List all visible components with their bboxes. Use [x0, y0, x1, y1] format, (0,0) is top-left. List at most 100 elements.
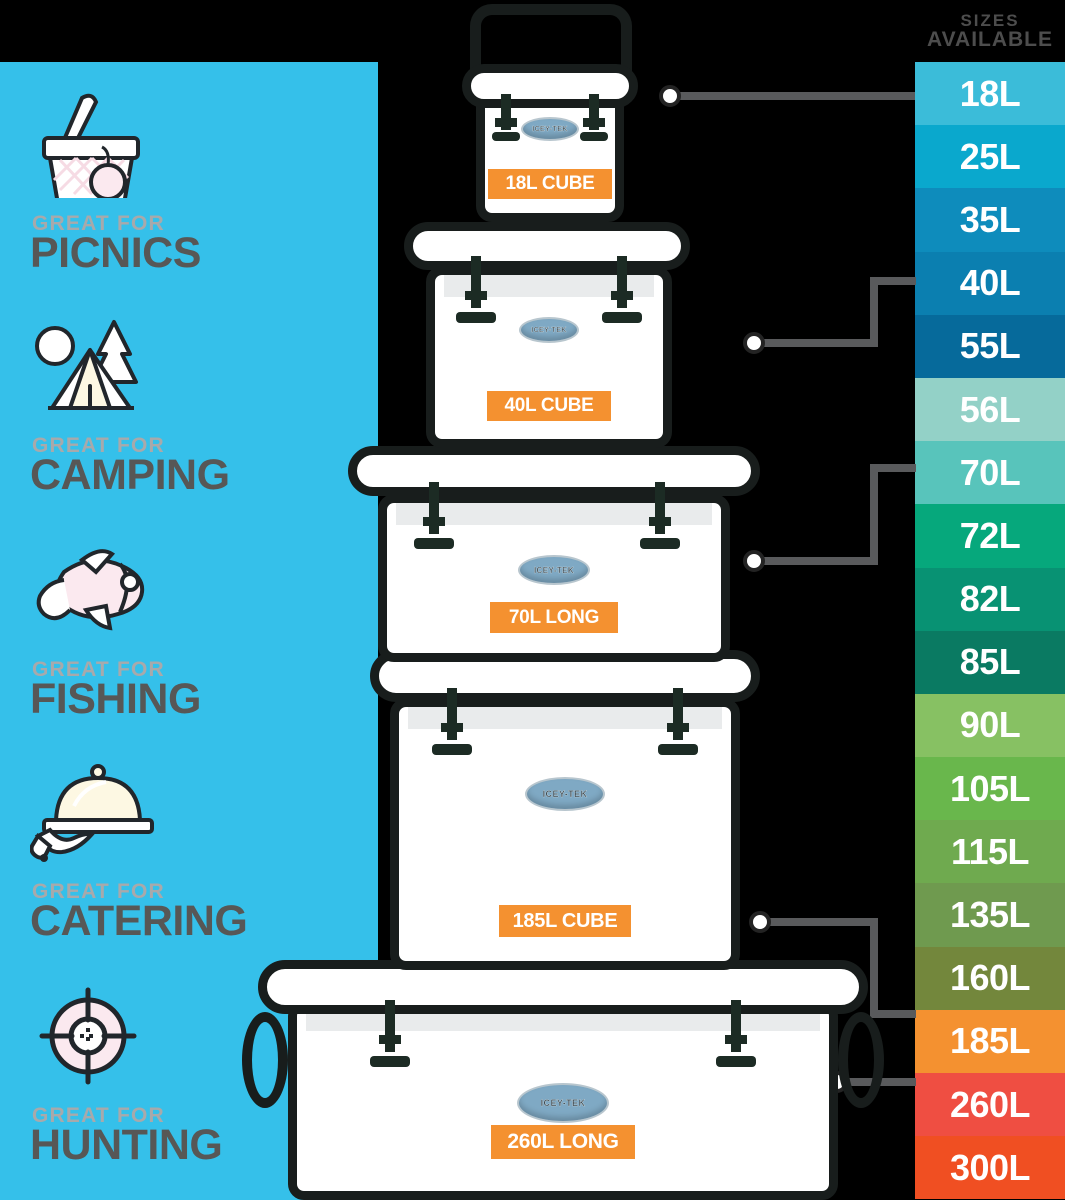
size-band[interactable]: 300L — [915, 1136, 1065, 1200]
cloche-hand-icon — [30, 758, 378, 866]
connector-line — [870, 464, 878, 565]
capacity-tag: 185L CUBE — [499, 905, 631, 937]
use-case-subtitle: GREAT FOR — [32, 1104, 165, 1127]
use-case-camping: GREAT FOR CAMPING — [0, 312, 378, 498]
connector-line — [870, 918, 878, 1018]
size-band[interactable]: 55L — [915, 314, 1065, 378]
size-band-label: 85L — [959, 641, 1021, 683]
size-band[interactable]: 135L — [915, 883, 1065, 947]
use-case-title: PICNICS — [30, 229, 201, 277]
connector-line — [870, 464, 916, 472]
size-band[interactable]: 260L — [915, 1073, 1065, 1137]
brand-logo-text: ICEY-TEK — [542, 789, 588, 799]
connector-line — [870, 277, 878, 347]
size-band[interactable]: 90L — [915, 693, 1065, 758]
cooler-shadow-band — [306, 1009, 820, 1031]
size-band-label: 55L — [959, 325, 1021, 367]
size-band[interactable]: 72L — [915, 504, 1065, 568]
brand-logo: ICEY-TEK — [525, 777, 605, 811]
connector-dot — [743, 332, 765, 354]
connector-dot — [659, 85, 681, 107]
brand-logo-text: ICEY-TEK — [531, 326, 567, 334]
size-band[interactable]: 35L — [915, 188, 1065, 252]
brand-logo: ICEY-TEK — [519, 317, 579, 343]
connector-line — [766, 918, 878, 926]
size-band[interactable]: 70L — [915, 441, 1065, 505]
cooler-260l-long[interactable]: ICEY-TEK 260L LONG — [242, 960, 884, 1200]
capacity-tag: 40L CUBE — [487, 391, 611, 421]
cooler-body: ICEY-TEK 260L LONG — [288, 1000, 838, 1200]
fish-icon — [30, 536, 378, 644]
capacity-tag: 260L LONG — [491, 1125, 635, 1159]
use-case-picnics: GREAT FOR PICNICS — [0, 90, 378, 276]
capacity-tag: 70L LONG — [490, 602, 618, 633]
size-band[interactable]: 105L — [915, 757, 1065, 821]
size-band[interactable]: 40L — [915, 251, 1065, 315]
cooler-lid — [404, 222, 690, 270]
brand-logo-text: ICEY-TEK — [533, 565, 575, 575]
use-case-title: FISHING — [30, 675, 201, 723]
cooler-shadow-band — [408, 707, 722, 729]
use-case-subtitle: GREAT FOR — [32, 880, 165, 903]
connector-dot — [743, 550, 765, 572]
size-band-label: 135L — [949, 894, 1031, 936]
connector-line — [870, 277, 916, 285]
connector-line — [760, 557, 878, 565]
size-band[interactable]: 115L — [915, 820, 1065, 884]
brand-logo: ICEY-TEK — [518, 555, 590, 585]
capacity-tag-text: 70L LONG — [508, 606, 600, 628]
picnic-basket-icon — [30, 90, 378, 198]
size-band[interactable]: 160L — [915, 946, 1065, 1010]
cooler-lid — [348, 446, 760, 496]
crosshair-icon — [30, 982, 378, 1090]
use-case-hunting: GREAT FOR HUNTING — [0, 982, 378, 1168]
cooler-body: ICEY-TEK 40L CUBE — [426, 266, 672, 448]
size-band[interactable]: 18L — [915, 62, 1065, 126]
use-case-title: HUNTING — [30, 1121, 223, 1169]
size-band-label: 185L — [949, 1020, 1031, 1062]
connector-line — [676, 92, 915, 100]
size-band[interactable]: 25L — [915, 125, 1065, 189]
rope-handle-left — [242, 1012, 288, 1108]
size-band-label: 260L — [949, 1083, 1031, 1125]
cooler-185l-cube[interactable]: ICEY-TEK 185L CUBE — [370, 650, 760, 970]
tent-tree-sun-icon — [30, 312, 378, 420]
size-band[interactable]: 56L — [915, 377, 1065, 442]
cooler-40l-cube[interactable]: ICEY-TEK 40L CUBE — [404, 222, 690, 448]
cooler-shadow-band — [444, 275, 654, 297]
brand-logo-text: ICEY-TEK — [532, 125, 568, 133]
cooler-shadow-band — [396, 503, 712, 525]
use-cases-panel: GREAT FOR PICNICS GREAT FOR CAMPING — [0, 62, 378, 1200]
size-band-label: 18L — [959, 72, 1021, 114]
size-band-label: 105L — [949, 767, 1031, 809]
capacity-tag-text: 18L CUBE — [505, 173, 595, 194]
rope-handle-right — [838, 1012, 884, 1108]
use-case-title: CATERING — [30, 897, 248, 945]
use-case-catering: GREAT FOR CATERING — [0, 758, 378, 944]
size-band-label: 56L — [959, 388, 1021, 430]
size-band-label: 300L — [949, 1146, 1031, 1188]
use-case-subtitle: GREAT FOR — [32, 212, 165, 235]
size-band-label: 115L — [950, 830, 1030, 872]
size-band[interactable]: 85L — [915, 630, 1065, 694]
size-band-label: 72L — [959, 514, 1021, 556]
size-band-label: 160L — [949, 957, 1031, 999]
use-case-fishing: GREAT FOR FISHING — [0, 536, 378, 722]
size-band[interactable]: 185L — [915, 1009, 1065, 1073]
brand-logo-text: ICEY-TEK — [540, 1098, 586, 1108]
cooler-body: ICEY-TEK 185L CUBE — [390, 698, 740, 970]
use-case-subtitle: GREAT FOR — [32, 434, 165, 457]
capacity-tag-text: 260L LONG — [507, 1130, 619, 1153]
sizes-available-column: 18L 25L 35L 40L 55L 56L 70L 72L 82L 85L 90L 105L 115… — [915, 62, 1065, 1200]
carry-handle — [470, 4, 632, 74]
connector-dot — [749, 911, 771, 933]
cooler-18l-cube[interactable]: ICEY-TEK 18L CUBE — [462, 4, 638, 222]
brand-logo: ICEY-TEK — [517, 1083, 609, 1123]
use-case-subtitle: GREAT FOR — [32, 658, 165, 681]
cooler-70l-long[interactable]: ICEY-TEK 70L LONG — [348, 446, 760, 662]
size-band-label: 90L — [959, 704, 1021, 746]
size-band[interactable]: 82L — [915, 567, 1065, 631]
sizes-header-line2: AVAILABLE — [926, 28, 1054, 51]
capacity-tag-text: 40L CUBE — [504, 395, 594, 416]
